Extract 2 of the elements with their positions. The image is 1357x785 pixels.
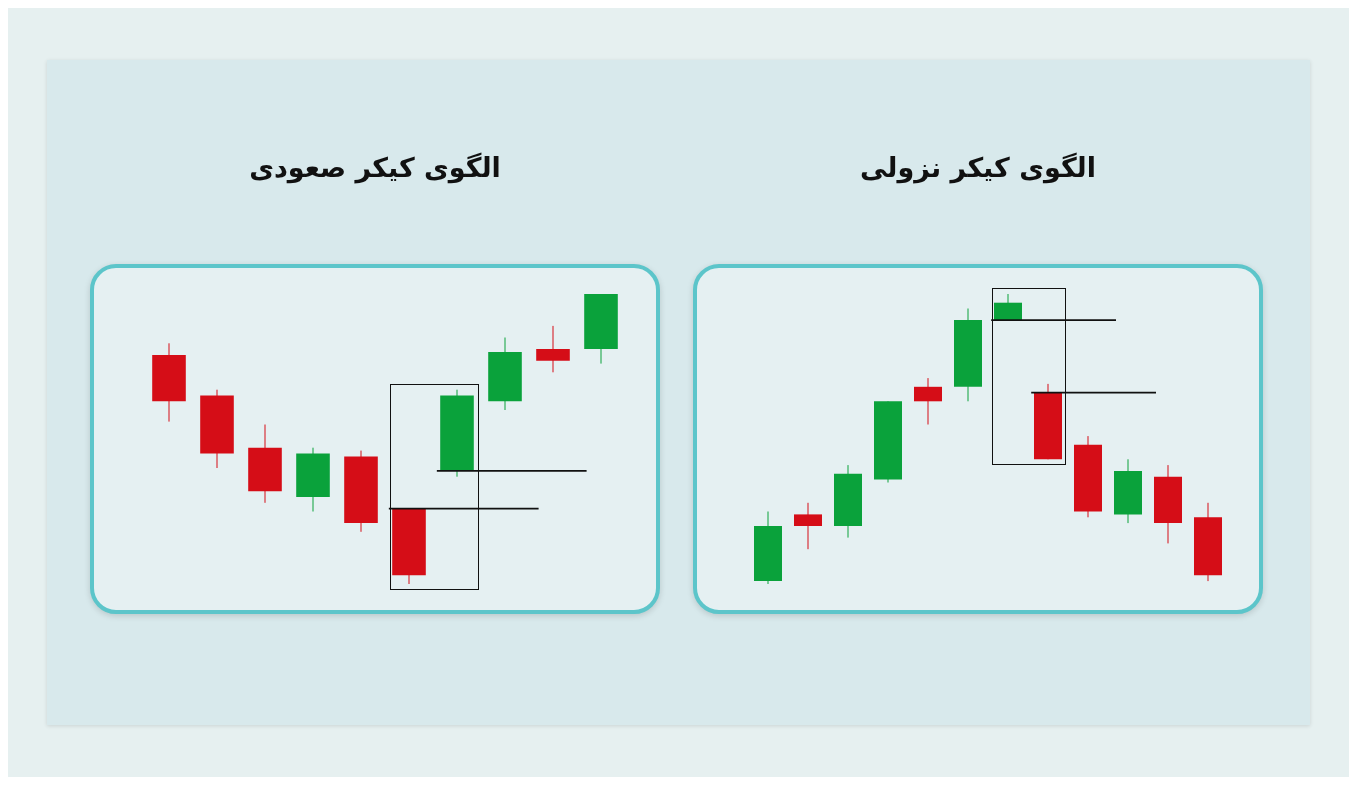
chart-title: الگوی کیکر نزولی [860, 152, 1096, 186]
chart-title: الگوی کیکر صعودی [249, 152, 501, 186]
